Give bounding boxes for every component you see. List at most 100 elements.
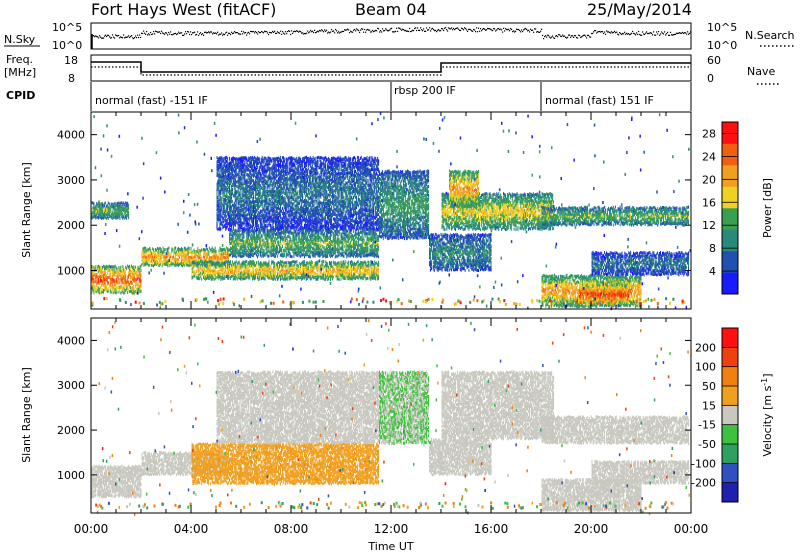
power-cell <box>141 280 142 283</box>
power-cell <box>258 253 259 256</box>
power-cell <box>101 208 102 211</box>
power-cell <box>300 248 301 251</box>
power-cell <box>128 266 129 269</box>
noise-dot <box>477 31 478 32</box>
power-cell <box>320 243 321 246</box>
power-cell <box>92 211 93 214</box>
noise-dot <box>338 31 339 32</box>
power-cell <box>341 232 342 235</box>
power-cell <box>116 278 117 281</box>
power-cell <box>125 205 126 208</box>
power-cell <box>351 250 352 253</box>
power-cell <box>128 216 129 219</box>
power-cell <box>103 276 104 279</box>
power-cell <box>268 268 269 271</box>
power-cell <box>330 245 331 248</box>
power-cell <box>370 236 371 239</box>
power-cell <box>261 234 262 237</box>
noise-dot <box>689 33 690 34</box>
power-cell <box>106 285 107 288</box>
power-cell <box>321 248 322 251</box>
power-cell <box>134 266 135 269</box>
power-cell <box>238 234 239 237</box>
power-cell <box>141 265 142 268</box>
noise-dot <box>396 28 397 29</box>
power-cell <box>378 264 379 267</box>
power-cell <box>184 247 185 250</box>
noise-dot <box>268 34 269 35</box>
power-cell <box>262 235 263 238</box>
power-cell <box>366 278 367 281</box>
noise-dot <box>306 33 307 34</box>
power-cell <box>321 263 322 266</box>
power-cell <box>359 251 360 254</box>
power-cell <box>378 268 379 271</box>
power-cell <box>131 281 132 284</box>
power-cell <box>280 270 281 273</box>
power-cell <box>355 255 356 258</box>
power-cell <box>336 230 337 233</box>
noise-dot <box>355 30 356 31</box>
power-cell <box>259 233 260 236</box>
power-cell <box>92 283 93 286</box>
power-cell <box>220 199 221 202</box>
power-cell <box>266 270 267 273</box>
beam-label: Beam 04 <box>355 0 427 19</box>
power-cell <box>98 289 99 292</box>
power-cell <box>205 260 206 263</box>
power-cell <box>131 265 132 268</box>
power-cell <box>375 267 376 270</box>
power-cell <box>113 278 114 281</box>
power-cell <box>295 277 296 280</box>
power-cell <box>356 232 357 235</box>
noise-dot <box>559 34 560 35</box>
power-cell <box>130 281 131 284</box>
noise-dot <box>535 28 536 29</box>
power-cell <box>339 253 340 256</box>
power-cell <box>126 205 127 208</box>
power-cell <box>306 267 307 270</box>
power-cell <box>153 251 154 254</box>
power-cell <box>348 263 349 266</box>
noise-dot <box>446 29 447 30</box>
power-cell <box>342 264 343 267</box>
power-cell <box>216 262 217 265</box>
power-cell <box>338 261 339 264</box>
power-cell <box>128 211 129 214</box>
power-cell <box>301 274 302 277</box>
power-cell <box>320 236 321 239</box>
power-cell <box>364 266 365 269</box>
power-cell <box>341 253 342 256</box>
power-cell <box>100 214 101 217</box>
noise-dot <box>529 31 530 32</box>
power-cell <box>251 229 252 232</box>
power-cell <box>356 253 357 256</box>
power-cell <box>321 230 322 233</box>
power-cell <box>296 251 297 254</box>
power-cell <box>234 270 235 273</box>
power-cell <box>109 285 110 288</box>
power-cell <box>280 254 281 257</box>
power-cell <box>116 266 117 269</box>
noise-dot <box>467 31 468 32</box>
power-cell <box>270 265 271 268</box>
power-cell <box>119 217 120 220</box>
power-cell <box>266 236 267 239</box>
power-cell <box>164 263 165 266</box>
power-cell <box>136 278 137 281</box>
noise-dot <box>263 32 264 33</box>
power-cell <box>339 278 340 281</box>
power-cell <box>286 277 287 280</box>
noise-dot <box>586 37 587 38</box>
power-cell <box>301 278 302 281</box>
noise-dot <box>153 31 154 32</box>
power-cell <box>343 270 344 273</box>
power-cell <box>253 246 254 249</box>
noise-dot <box>573 37 574 38</box>
power-cell <box>366 231 367 234</box>
power-cell <box>363 241 364 244</box>
power-cell <box>301 230 302 233</box>
power-cell <box>263 249 264 252</box>
power-cell <box>189 256 190 259</box>
power-cell <box>176 263 177 266</box>
